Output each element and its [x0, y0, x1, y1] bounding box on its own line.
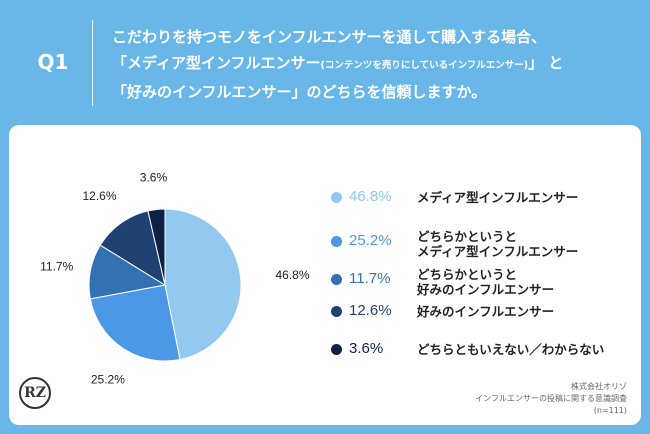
pie-slice-label-0: 46.8% [275, 268, 309, 282]
pie-slice-3 [99, 210, 166, 287]
pie-slice-label-1: 25.2% [91, 373, 125, 387]
question-line-3: 「好みのインフルエンサー」のどちらを信頼しますか。 [112, 83, 487, 101]
legend-value-3: 12.6% [349, 302, 392, 319]
source-company: 株式会社オリゾ [571, 382, 627, 391]
question-line-2-note: (コンテンツを売りにしているインフルエンサー) [320, 60, 529, 71]
legend-value-4: 3.6% [349, 340, 384, 357]
pie-slice-label-4: 3.6% [140, 171, 168, 185]
question-line-2-end: 」 と [528, 54, 564, 72]
legend-item-3: 12.6% 好みのインフルエンサー [331, 302, 641, 345]
pie-slice-label-2: 11.7% [40, 259, 73, 273]
question-line-1: こだわりを持つモノをインフルエンサーを通して購入する場合、 [112, 28, 547, 46]
legend-swatch-0 [331, 192, 342, 203]
legend-label-2: どちらかというと 好みのインフルエンサー [417, 267, 555, 297]
legend-value-1: 25.2% [349, 232, 392, 249]
legend-swatch-4 [331, 344, 342, 355]
source-sample: (n=111) [593, 406, 627, 415]
pie-slice-0 [164, 208, 242, 361]
legend-swatch-3 [331, 306, 342, 317]
legend-label-1: どちらかというと メディア型インフルエンサー [417, 229, 579, 259]
legend-swatch-2 [331, 274, 342, 285]
legend-value-0: 46.8% [349, 188, 392, 205]
header-divider [92, 20, 93, 106]
legend-label-0: メディア型インフルエンサー [417, 190, 579, 205]
legend-item-0: 46.8% メディア型インフルエンサー [331, 188, 641, 231]
pie-slice-4 [147, 208, 166, 286]
legend-value-2: 11.7% [349, 270, 391, 287]
legend-item-1: 25.2% どちらかというと メディア型インフルエンサー [331, 229, 641, 269]
question-number: Q1 [37, 50, 69, 74]
pie-slice-label-3: 12.6% [82, 189, 116, 203]
source-note: 株式会社オリゾ インフルエンサーの投稿に関する意識調査 (n=111) [475, 381, 627, 417]
question-line-2-main: 「メディア型インフルエンサー [112, 54, 321, 72]
question-text: こだわりを持つモノをインフルエンサーを通して購入する場合、 「メディア型インフル… [112, 24, 642, 105]
legend-swatch-1 [331, 236, 342, 247]
pie-chart: 46.8% 25.2% 11.7% 12.6% 3.6% [40, 171, 310, 387]
company-logo: RZ [19, 377, 51, 409]
pie-slice-1 [89, 284, 181, 362]
chart-panel: 46.8% 25.2% 11.7% 12.6% 3.6% 46.8% メディア型インフルエ… [9, 125, 641, 425]
legend-item-4: 3.6% どちらともいえない／わからない [331, 340, 641, 383]
legend-item-2: 11.7% どちらかというと 好みのインフルエンサー [331, 267, 641, 307]
legend-label-3: 好みのインフルエンサー [417, 304, 555, 319]
question-line-2: 「メディア型インフルエンサー(コンテンツを売りにしているインフルエンサー)」 と [112, 50, 642, 79]
legend-label-4: どちらともいえない／わからない [417, 342, 605, 357]
source-survey: インフルエンサーの投稿に関する意識調査 [475, 394, 627, 403]
